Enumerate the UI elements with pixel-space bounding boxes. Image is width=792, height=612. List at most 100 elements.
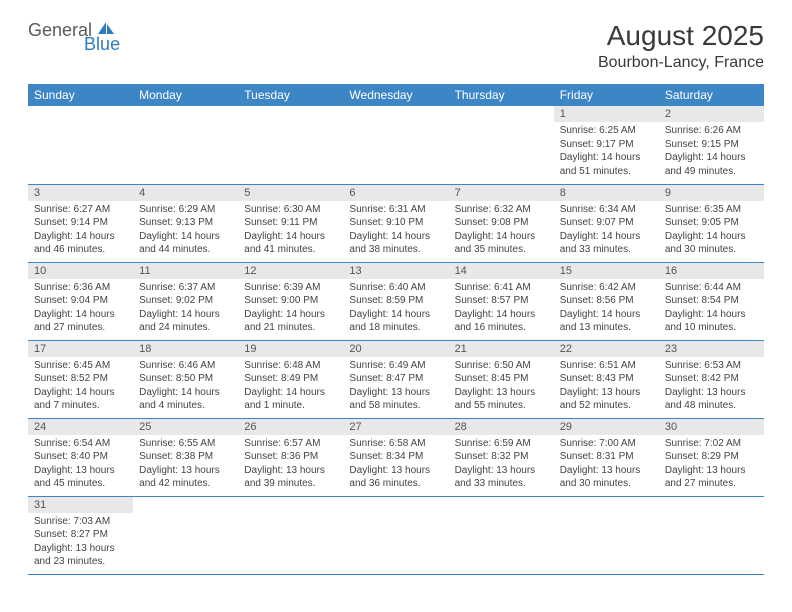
day-content: Sunrise: 7:02 AMSunset: 8:29 PMDaylight:…	[659, 435, 764, 495]
calendar-cell	[343, 106, 448, 184]
calendar-row: 10Sunrise: 6:36 AMSunset: 9:04 PMDayligh…	[28, 262, 764, 340]
day-content: Sunrise: 6:44 AMSunset: 8:54 PMDaylight:…	[659, 279, 764, 339]
day-number: 2	[659, 106, 764, 122]
calendar-table: SundayMondayTuesdayWednesdayThursdayFrid…	[28, 84, 764, 575]
calendar-body: 1Sunrise: 6:25 AMSunset: 9:17 PMDaylight…	[28, 106, 764, 574]
day-content: Sunrise: 7:03 AMSunset: 8:27 PMDaylight:…	[28, 513, 133, 573]
day-content: Sunrise: 6:40 AMSunset: 8:59 PMDaylight:…	[343, 279, 448, 339]
logo-text-general: General	[28, 20, 92, 41]
day-content: Sunrise: 6:35 AMSunset: 9:05 PMDaylight:…	[659, 201, 764, 261]
weekday-header-row: SundayMondayTuesdayWednesdayThursdayFrid…	[28, 84, 764, 106]
day-number: 26	[238, 419, 343, 435]
day-content: Sunrise: 6:36 AMSunset: 9:04 PMDaylight:…	[28, 279, 133, 339]
calendar-row: 31Sunrise: 7:03 AMSunset: 8:27 PMDayligh…	[28, 496, 764, 574]
day-number: 14	[449, 263, 554, 279]
day-content: Sunrise: 6:59 AMSunset: 8:32 PMDaylight:…	[449, 435, 554, 495]
day-number: 24	[28, 419, 133, 435]
calendar-cell: 19Sunrise: 6:48 AMSunset: 8:49 PMDayligh…	[238, 340, 343, 418]
day-number: 4	[133, 185, 238, 201]
calendar-cell: 23Sunrise: 6:53 AMSunset: 8:42 PMDayligh…	[659, 340, 764, 418]
calendar-cell: 1Sunrise: 6:25 AMSunset: 9:17 PMDaylight…	[554, 106, 659, 184]
day-content: Sunrise: 6:42 AMSunset: 8:56 PMDaylight:…	[554, 279, 659, 339]
day-content: Sunrise: 6:31 AMSunset: 9:10 PMDaylight:…	[343, 201, 448, 261]
calendar-row: 3Sunrise: 6:27 AMSunset: 9:14 PMDaylight…	[28, 184, 764, 262]
day-number: 1	[554, 106, 659, 122]
calendar-row: 1Sunrise: 6:25 AMSunset: 9:17 PMDaylight…	[28, 106, 764, 184]
calendar-cell: 3Sunrise: 6:27 AMSunset: 9:14 PMDaylight…	[28, 184, 133, 262]
day-content: Sunrise: 6:48 AMSunset: 8:49 PMDaylight:…	[238, 357, 343, 417]
calendar-cell: 27Sunrise: 6:58 AMSunset: 8:34 PMDayligh…	[343, 418, 448, 496]
calendar-cell: 28Sunrise: 6:59 AMSunset: 8:32 PMDayligh…	[449, 418, 554, 496]
day-number: 31	[28, 497, 133, 513]
day-content: Sunrise: 6:49 AMSunset: 8:47 PMDaylight:…	[343, 357, 448, 417]
weekday-header: Thursday	[449, 84, 554, 106]
calendar-cell: 5Sunrise: 6:30 AMSunset: 9:11 PMDaylight…	[238, 184, 343, 262]
weekday-header: Saturday	[659, 84, 764, 106]
day-number: 18	[133, 341, 238, 357]
day-content: Sunrise: 6:27 AMSunset: 9:14 PMDaylight:…	[28, 201, 133, 261]
calendar-cell	[28, 106, 133, 184]
calendar-cell: 29Sunrise: 7:00 AMSunset: 8:31 PMDayligh…	[554, 418, 659, 496]
day-content: Sunrise: 6:51 AMSunset: 8:43 PMDaylight:…	[554, 357, 659, 417]
day-content: Sunrise: 6:53 AMSunset: 8:42 PMDaylight:…	[659, 357, 764, 417]
day-number: 27	[343, 419, 448, 435]
calendar-cell: 18Sunrise: 6:46 AMSunset: 8:50 PMDayligh…	[133, 340, 238, 418]
calendar-cell: 13Sunrise: 6:40 AMSunset: 8:59 PMDayligh…	[343, 262, 448, 340]
day-number: 23	[659, 341, 764, 357]
weekday-header: Monday	[133, 84, 238, 106]
day-content: Sunrise: 6:57 AMSunset: 8:36 PMDaylight:…	[238, 435, 343, 495]
calendar-cell	[133, 106, 238, 184]
day-content: Sunrise: 6:32 AMSunset: 9:08 PMDaylight:…	[449, 201, 554, 261]
calendar-cell: 30Sunrise: 7:02 AMSunset: 8:29 PMDayligh…	[659, 418, 764, 496]
day-number: 19	[238, 341, 343, 357]
day-number: 17	[28, 341, 133, 357]
calendar-cell	[659, 496, 764, 574]
calendar-cell: 22Sunrise: 6:51 AMSunset: 8:43 PMDayligh…	[554, 340, 659, 418]
calendar-cell: 14Sunrise: 6:41 AMSunset: 8:57 PMDayligh…	[449, 262, 554, 340]
day-content: Sunrise: 6:25 AMSunset: 9:17 PMDaylight:…	[554, 122, 659, 182]
day-number: 3	[28, 185, 133, 201]
day-content: Sunrise: 6:39 AMSunset: 9:00 PMDaylight:…	[238, 279, 343, 339]
logo: General Blue	[28, 20, 156, 41]
day-number: 21	[449, 341, 554, 357]
day-number: 9	[659, 185, 764, 201]
title-block: August 2025 Bourbon-Lancy, France	[598, 20, 764, 72]
header: General Blue August 2025 Bourbon-Lancy, …	[0, 0, 792, 78]
day-number: 20	[343, 341, 448, 357]
calendar-cell	[343, 496, 448, 574]
calendar-cell: 10Sunrise: 6:36 AMSunset: 9:04 PMDayligh…	[28, 262, 133, 340]
day-number: 11	[133, 263, 238, 279]
day-content: Sunrise: 7:00 AMSunset: 8:31 PMDaylight:…	[554, 435, 659, 495]
calendar-row: 24Sunrise: 6:54 AMSunset: 8:40 PMDayligh…	[28, 418, 764, 496]
calendar-cell: 17Sunrise: 6:45 AMSunset: 8:52 PMDayligh…	[28, 340, 133, 418]
calendar-cell: 20Sunrise: 6:49 AMSunset: 8:47 PMDayligh…	[343, 340, 448, 418]
weekday-header: Friday	[554, 84, 659, 106]
calendar-cell: 12Sunrise: 6:39 AMSunset: 9:00 PMDayligh…	[238, 262, 343, 340]
day-number: 22	[554, 341, 659, 357]
day-content: Sunrise: 6:58 AMSunset: 8:34 PMDaylight:…	[343, 435, 448, 495]
calendar-cell: 21Sunrise: 6:50 AMSunset: 8:45 PMDayligh…	[449, 340, 554, 418]
day-number: 8	[554, 185, 659, 201]
calendar-cell: 7Sunrise: 6:32 AMSunset: 9:08 PMDaylight…	[449, 184, 554, 262]
calendar-cell: 4Sunrise: 6:29 AMSunset: 9:13 PMDaylight…	[133, 184, 238, 262]
calendar-cell: 24Sunrise: 6:54 AMSunset: 8:40 PMDayligh…	[28, 418, 133, 496]
calendar-cell: 25Sunrise: 6:55 AMSunset: 8:38 PMDayligh…	[133, 418, 238, 496]
day-content: Sunrise: 6:54 AMSunset: 8:40 PMDaylight:…	[28, 435, 133, 495]
calendar-cell	[238, 106, 343, 184]
location: Bourbon-Lancy, France	[598, 54, 764, 72]
day-content: Sunrise: 6:30 AMSunset: 9:11 PMDaylight:…	[238, 201, 343, 261]
weekday-header: Sunday	[28, 84, 133, 106]
calendar-cell	[238, 496, 343, 574]
calendar-cell	[449, 496, 554, 574]
day-number: 29	[554, 419, 659, 435]
day-content: Sunrise: 6:41 AMSunset: 8:57 PMDaylight:…	[449, 279, 554, 339]
calendar-cell: 31Sunrise: 7:03 AMSunset: 8:27 PMDayligh…	[28, 496, 133, 574]
day-number: 12	[238, 263, 343, 279]
day-number: 10	[28, 263, 133, 279]
weekday-header: Wednesday	[343, 84, 448, 106]
day-number: 6	[343, 185, 448, 201]
month-title: August 2025	[598, 20, 764, 52]
calendar-cell: 11Sunrise: 6:37 AMSunset: 9:02 PMDayligh…	[133, 262, 238, 340]
day-number: 7	[449, 185, 554, 201]
day-number: 5	[238, 185, 343, 201]
